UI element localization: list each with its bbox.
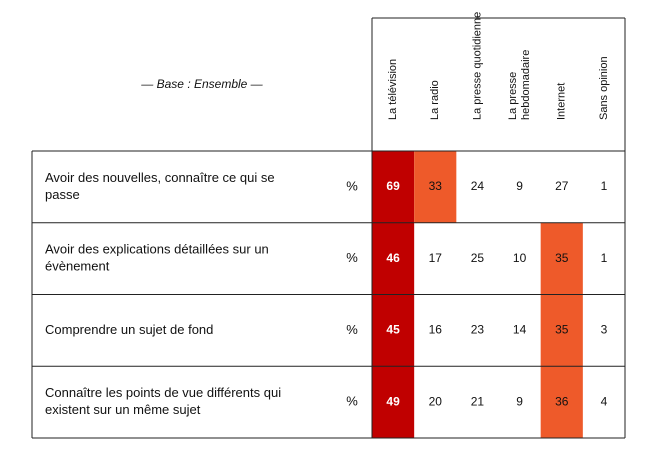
cell-highlight [540,366,583,438]
cell-highlight [540,222,583,295]
column-header: La presse [507,72,519,120]
column-header: La presse quotidienne [471,12,483,120]
cell-value: 69 [386,179,400,193]
row-label: passe [45,187,80,202]
column-header: La radio [429,80,441,120]
cell-value: 10 [513,251,527,265]
cell-highlight [372,151,415,223]
row-label: Avoir des explications détaillées sur un [45,242,269,257]
cell-value: 1 [601,179,608,193]
cell-value: 4 [601,394,608,408]
cell-highlight [372,222,415,295]
cell-highlight [414,151,457,223]
cell-value: 3 [601,323,608,337]
cell-value: 25 [471,251,485,265]
cell-value: 17 [429,251,443,265]
cell-value: 1 [601,251,608,265]
base-label: — Base : Ensemble — [140,77,263,91]
cell-value: 27 [555,179,569,193]
unit: % [346,250,358,265]
cell-value: 49 [386,394,400,408]
unit: % [346,394,358,409]
row-label: évènement [45,259,110,274]
cell-value: 24 [471,179,485,193]
cell-value: 9 [516,394,523,408]
cell-value: 33 [429,179,443,193]
cell-value: 21 [471,394,485,408]
cell-value: 46 [386,251,400,265]
cell-value: 20 [429,394,443,408]
cell-highlight [372,294,415,367]
cell-value: 14 [513,323,527,337]
row-label: Connaître les points de vue différents q… [45,385,281,400]
cell-value: 16 [429,323,443,337]
cell-value: 36 [555,394,569,408]
cell-highlight [372,366,415,438]
column-header: Internet [556,83,568,120]
unit: % [346,322,358,337]
column-header: Sans opinion [598,56,610,120]
cell-highlight [540,294,583,367]
row-label: Avoir des nouvelles, connaître ce qui se [45,170,275,185]
row-label: existent sur un même sujet [45,402,201,417]
cell-value: 23 [471,323,485,337]
cell-value: 9 [516,179,523,193]
column-header: La télévision [387,59,399,120]
unit: % [346,178,358,193]
cell-value: 45 [386,323,400,337]
cell-value: 35 [555,251,569,265]
column-header: hebdomadaire [520,50,532,120]
cell-value: 35 [555,323,569,337]
row-label: Comprendre un sujet de fond [45,322,213,337]
